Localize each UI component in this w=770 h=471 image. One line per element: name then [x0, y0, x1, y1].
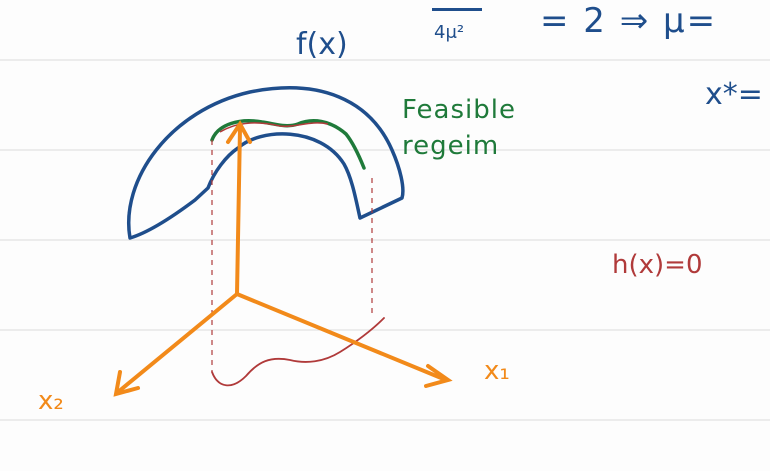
constraint-label: h(x)=0 — [612, 250, 703, 280]
top-equation: = 2 ⇒ μ= — [540, 1, 718, 41]
fraction-denominator: 4μ² — [434, 22, 465, 43]
constraint-curve — [211, 317, 385, 387]
feasible-region-label: Feasible regeim — [402, 95, 516, 161]
ruled-lines — [0, 59, 770, 421]
axis-x2-label: x₂ — [38, 386, 64, 416]
axes — [113, 120, 453, 397]
feasible-curve — [210, 119, 366, 170]
x-star-label: x*= — [705, 77, 763, 112]
function-label: f(x) — [296, 27, 348, 62]
axis-x1-label: x₁ — [484, 356, 510, 386]
surface-outline — [127, 86, 405, 240]
projection-lines — [211, 140, 373, 372]
fraction-bar — [432, 8, 482, 11]
